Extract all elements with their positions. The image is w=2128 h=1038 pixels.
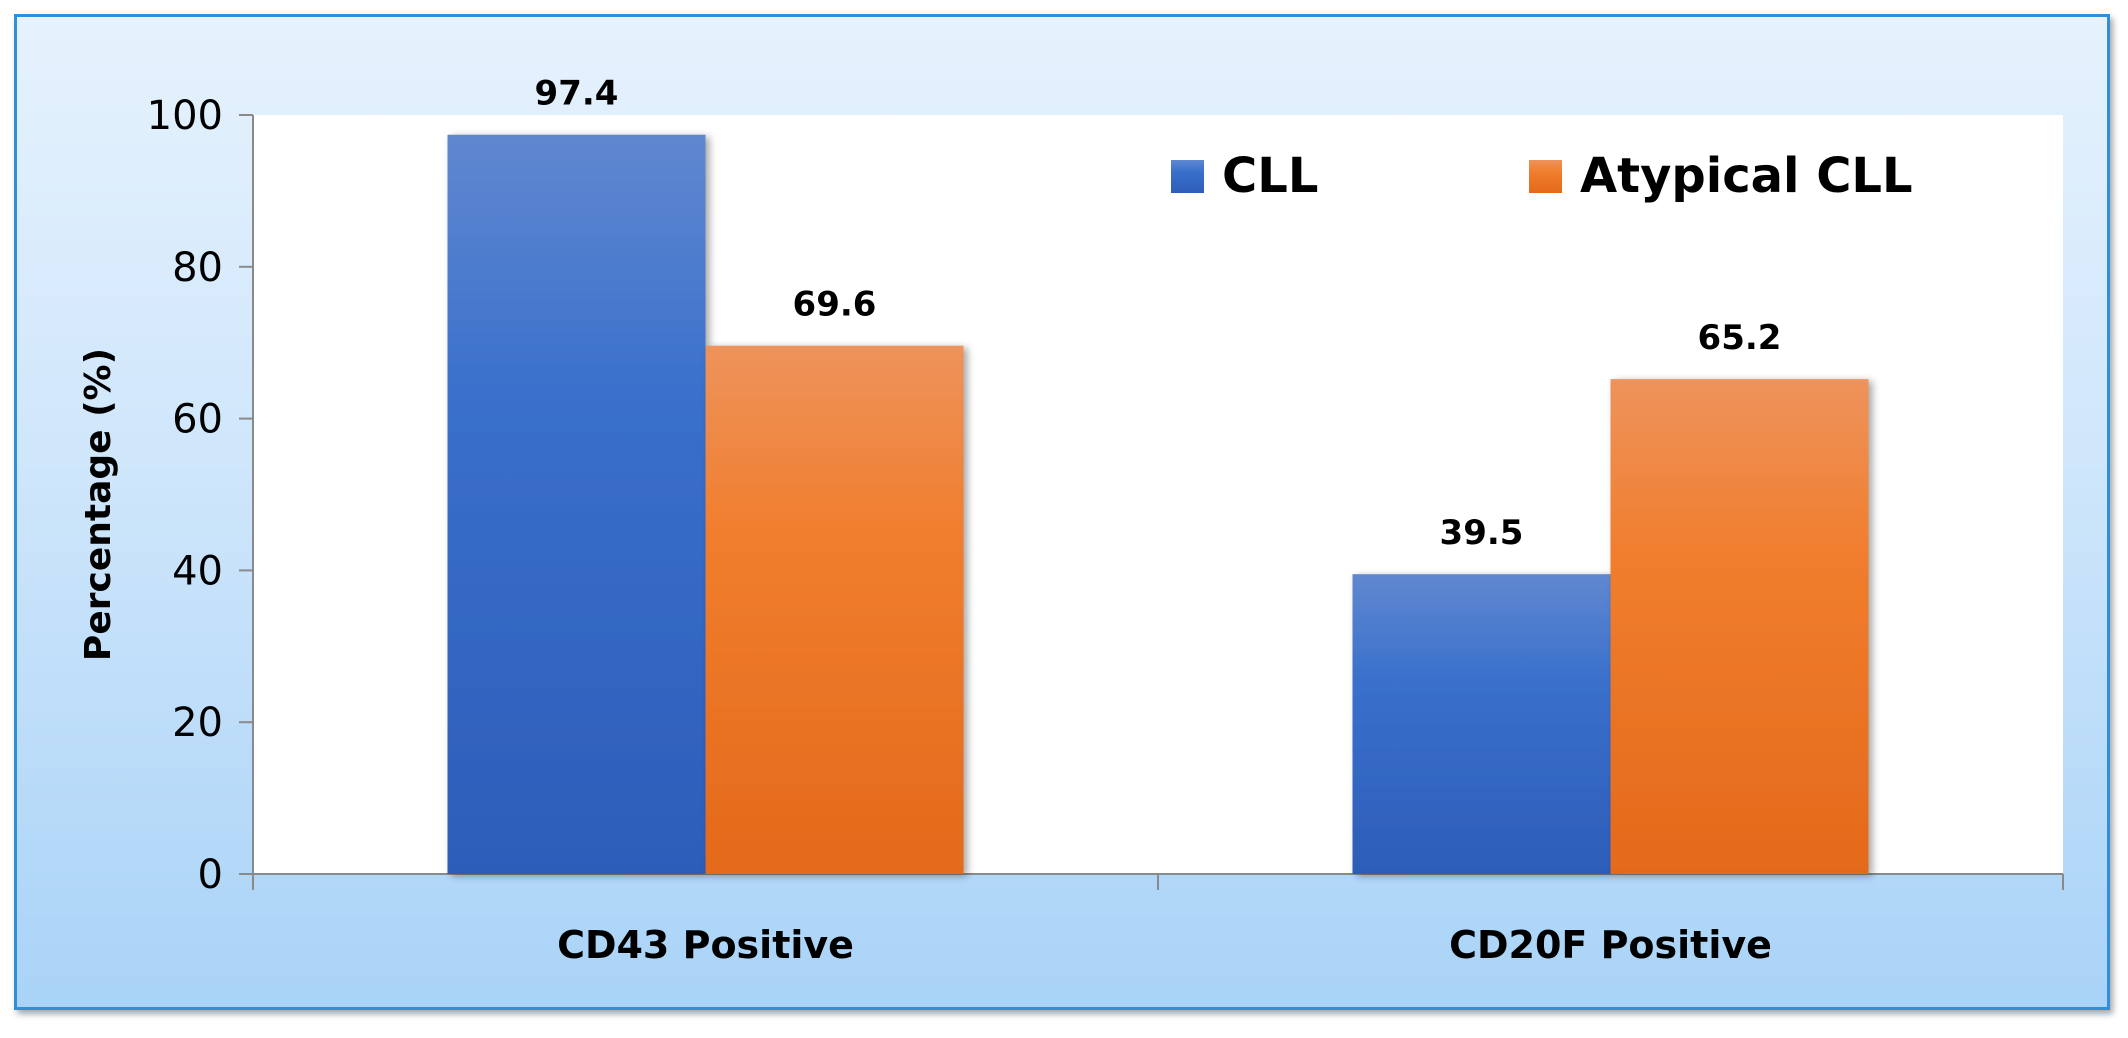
legend: CLL Atypical CLL <box>1171 148 1913 204</box>
data-label: 65.2 <box>1698 318 1782 358</box>
legend-swatch-cll <box>1171 160 1204 193</box>
legend-swatch-atypical-cll <box>1529 160 1562 193</box>
y-tick-label: 60 <box>172 397 223 443</box>
x-tick-label: CD20F Positive <box>1449 923 1772 967</box>
y-tick-label: 0 <box>198 852 223 898</box>
x-tick-label: CD43 Positive <box>557 923 854 967</box>
data-label: 69.6 <box>793 285 877 325</box>
bar-atypical-cll-0 <box>705 345 964 875</box>
y-axis: 0 20 40 60 80 100 <box>147 93 254 898</box>
y-tick-label: 20 <box>172 700 223 746</box>
legend-label: CLL <box>1222 148 1318 204</box>
y-tick-label: 100 <box>147 93 223 139</box>
x-axis: CD43 Positive CD20F Positive <box>252 873 2064 967</box>
data-labels: 97.4 69.6 39.5 65.2 <box>535 74 1782 553</box>
data-label: 97.4 <box>535 74 619 114</box>
bar-cll-0 <box>447 134 706 874</box>
y-tick-label: 80 <box>172 245 223 291</box>
y-axis-title: Percentage (%) <box>78 348 119 661</box>
legend-label: Atypical CLL <box>1580 148 1913 204</box>
bar-atypical-cll-1 <box>1610 379 1869 874</box>
y-tick-label: 40 <box>172 548 223 594</box>
data-label: 39.5 <box>1440 513 1524 553</box>
bar-cll-1 <box>1352 574 1611 874</box>
bars <box>447 134 1869 875</box>
